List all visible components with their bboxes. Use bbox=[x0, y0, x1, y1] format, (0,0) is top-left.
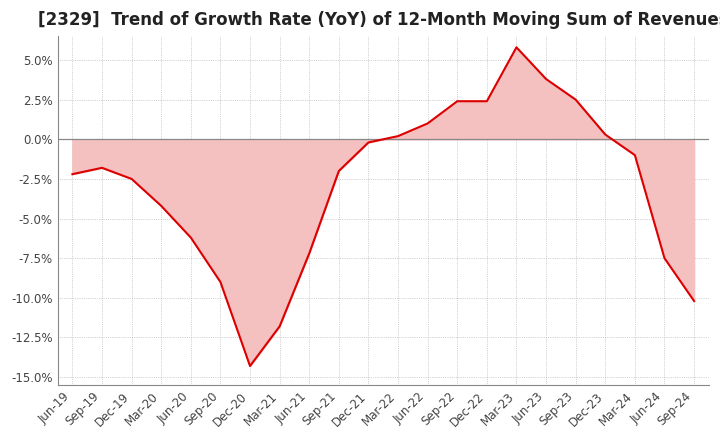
Title: [2329]  Trend of Growth Rate (YoY) of 12-Month Moving Sum of Revenues: [2329] Trend of Growth Rate (YoY) of 12-… bbox=[38, 11, 720, 29]
